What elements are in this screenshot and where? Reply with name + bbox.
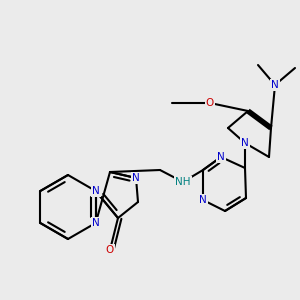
- Text: NH: NH: [175, 177, 191, 187]
- Text: N: N: [132, 173, 140, 183]
- Text: O: O: [106, 245, 114, 255]
- Text: N: N: [241, 138, 249, 148]
- Text: O: O: [206, 98, 214, 108]
- Text: N: N: [271, 80, 279, 90]
- Text: N: N: [217, 152, 225, 162]
- Text: N: N: [199, 195, 207, 205]
- Text: N: N: [92, 218, 100, 228]
- Text: N: N: [92, 186, 100, 196]
